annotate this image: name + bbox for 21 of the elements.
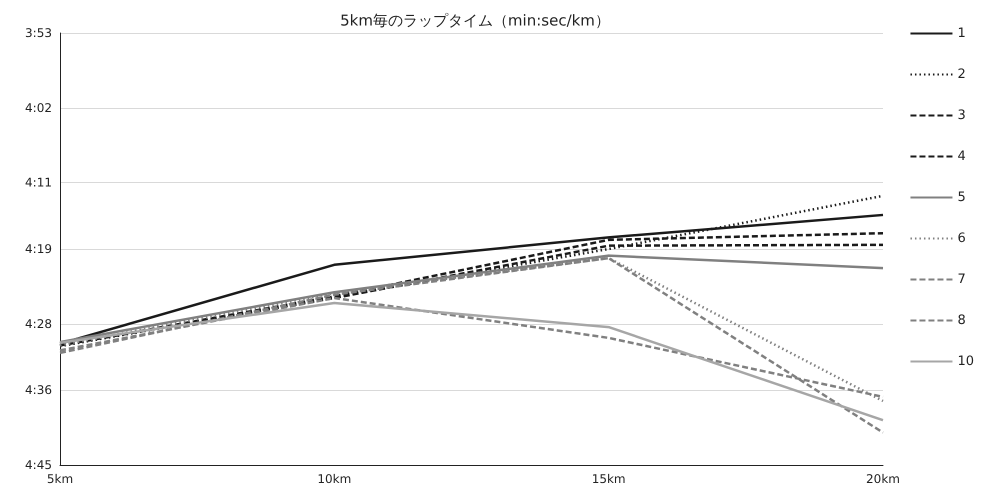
y-tick-label: 4:02 xyxy=(25,100,52,115)
x-tick-label: 15km xyxy=(592,472,626,486)
x-tick-label: 5km xyxy=(46,472,74,486)
legend-label: 7 xyxy=(957,272,966,287)
legend-label: 8 xyxy=(957,313,966,328)
y-tick-label: 4:45 xyxy=(25,458,52,472)
legend-label: 2 xyxy=(957,67,966,82)
legend-label: 3 xyxy=(957,108,966,123)
y-tick-label: 4:28 xyxy=(25,316,52,331)
x-tick-label: 20km xyxy=(866,472,900,486)
chart-title: 5km毎のラップタイム（min:sec/km） xyxy=(340,12,610,30)
y-tick-label: 4:11 xyxy=(25,176,52,190)
legend-label: 1 xyxy=(957,26,966,41)
legend-label: 5 xyxy=(957,190,966,205)
legend-label: 6 xyxy=(957,231,966,246)
x-tick-label: 10km xyxy=(317,472,352,486)
y-tick-label: 3:53 xyxy=(25,26,52,40)
legend-label: 10 xyxy=(957,354,974,369)
legend-label: 4 xyxy=(957,149,966,164)
y-tick-label: 4:36 xyxy=(25,383,52,398)
y-tick-label: 4:19 xyxy=(25,242,52,256)
